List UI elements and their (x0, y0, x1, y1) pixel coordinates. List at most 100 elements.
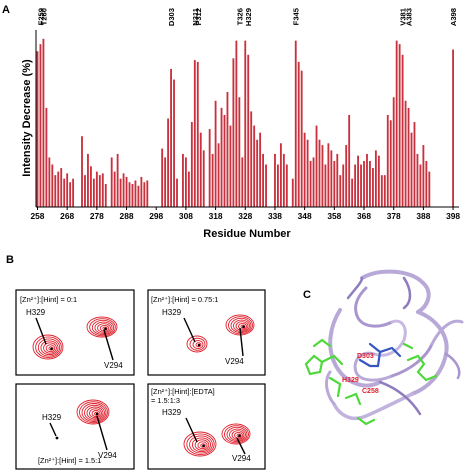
x-tick-label-378: 378 (387, 211, 401, 221)
bar-residue-311 (193, 60, 196, 208)
contour-level-3 (226, 426, 248, 443)
peak-h329-label: H329 (42, 413, 62, 422)
bar-residue-300 (161, 148, 164, 207)
panel-c-letter: C (303, 289, 311, 301)
bar-residue-320 (220, 107, 223, 207)
peak-v294-label: V294 (104, 361, 123, 370)
residue-h329-label: H329 (342, 377, 359, 384)
spectrum-box-2-label: [Zn²⁺]:[Hint] = 0.75:1 (151, 295, 218, 304)
bar-residue-342 (285, 164, 288, 207)
bar-residue-328 (244, 40, 247, 208)
bar-residue-334 (262, 153, 264, 207)
bar-residue-388 (422, 145, 425, 207)
contour-level-2 (189, 337, 206, 351)
bar-residue-338 (274, 153, 276, 207)
bar-residue-349 (306, 139, 309, 207)
bar-residue-293 (140, 176, 143, 207)
bar-residue-373 (377, 155, 380, 207)
bar-residue-383 (407, 107, 410, 207)
bar-residue-268 (66, 173, 69, 207)
peak-h329-pointer (183, 317, 196, 343)
bar-residue-290 (131, 183, 134, 207)
peak-h329-pointer (185, 417, 198, 443)
bar-residue-387 (419, 164, 422, 207)
bar-residue-363 (348, 114, 351, 207)
annotation-a383: A383 (405, 8, 414, 26)
contour-level-1 (76, 399, 110, 425)
bar-residue-362 (345, 145, 348, 207)
x-tick-label-288: 288 (120, 211, 134, 221)
bar-residue-353 (318, 139, 321, 207)
bar-residue-284 (113, 171, 116, 207)
contour-level-2 (35, 336, 62, 358)
bar-residue-318 (214, 100, 217, 207)
bar-residue-326 (238, 97, 241, 207)
bar-residue-375 (383, 175, 386, 207)
x-axis-label: Residue Number (203, 228, 291, 240)
peak-center-dot (95, 412, 99, 416)
bar-residue-281 (104, 183, 107, 207)
bar-residue-277 (92, 178, 95, 207)
contour-level-4 (233, 319, 250, 332)
bar-residue-262 (48, 157, 51, 207)
contour-level-3 (192, 340, 204, 349)
bar-residue-280 (101, 173, 104, 207)
spectrum-box-3-frame (15, 383, 135, 470)
contour-level-3 (81, 403, 107, 422)
spectrum-box-3-label: [Zn²⁺]:[Hint] = 1.5:1 (38, 456, 101, 465)
peak-h329-contours (186, 335, 208, 353)
bar-residue-265 (57, 171, 60, 207)
bar-residue-351 (312, 157, 315, 207)
bar-residue-335 (265, 164, 267, 207)
bar-residue-263 (51, 164, 54, 207)
bar-residue-270 (72, 178, 75, 207)
spectrum-box-1: [Zn²⁺]:[Hint] = 0:1 H329 V294 (15, 289, 135, 376)
bar-residue-368 (363, 160, 365, 207)
contour-level-1 (86, 316, 118, 338)
peak-center-dot (197, 343, 201, 347)
bar-residue-347 (300, 70, 303, 208)
bar-residue-292 (137, 185, 140, 207)
bar-residue-380 (398, 44, 401, 207)
bar-residue-374 (380, 175, 383, 207)
contour-level-3 (37, 338, 61, 357)
bar-residue-344 (291, 178, 294, 207)
bar-residue-285 (116, 153, 119, 207)
bar-residue-304 (173, 79, 175, 207)
peak-v294-pointer (239, 327, 244, 357)
bar-residue-348 (303, 132, 306, 207)
contour-level-4 (84, 404, 105, 421)
spectrum-box-4-label-line2: = 1.5:1:3 (151, 396, 180, 405)
bar-residue-308 (184, 157, 187, 207)
peak-v294-pointer (103, 329, 114, 361)
bar-residue-314 (202, 150, 205, 207)
bar-residue-283 (110, 157, 113, 207)
bar-residue-260 (42, 38, 45, 207)
bar-residue-261 (45, 107, 48, 207)
bar-residue-356 (327, 143, 330, 207)
bar-residue-295 (146, 180, 149, 207)
bar-residue-386 (416, 153, 419, 207)
bar-residue-381 (401, 54, 404, 207)
bar-residue-339 (277, 164, 279, 207)
bar-residue-378 (392, 97, 395, 207)
bar-residue-309 (187, 171, 190, 207)
panel-b-letter: B (6, 254, 14, 266)
bar-residue-370 (369, 160, 371, 207)
bar-residue-329 (247, 54, 250, 207)
contour-level-4 (191, 437, 212, 453)
bar-residue-331 (253, 125, 256, 207)
contour-level-3 (189, 435, 213, 454)
contour-level-6 (238, 322, 247, 330)
bar-residue-313 (199, 132, 202, 207)
x-tick-label-348: 348 (298, 211, 312, 221)
peak-v294-pointer (96, 415, 108, 451)
annotation-n311: N311 (191, 7, 200, 26)
bar-residue-303 (170, 68, 172, 207)
peak-v294-pointer (236, 437, 246, 455)
bar-residue-319 (217, 143, 220, 207)
contour-level-4 (195, 342, 202, 348)
peak-v294-contours (76, 399, 110, 425)
bar-residue-350 (309, 160, 312, 207)
